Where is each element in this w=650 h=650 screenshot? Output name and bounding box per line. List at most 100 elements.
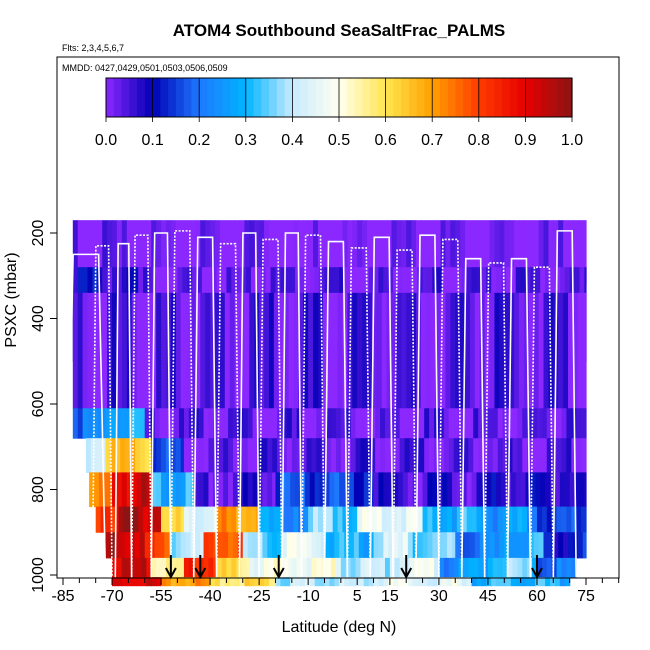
heatmap-cell <box>170 577 177 587</box>
x-axis: -85 -70 -55 -40 -25 -10 5 15 30 45 60 75 <box>51 577 620 605</box>
heatmap-cell <box>582 220 587 285</box>
heatmap-cell <box>347 506 353 533</box>
heatmap-cell <box>146 577 152 587</box>
heatmap-cell <box>520 577 527 587</box>
colorbar-swatch <box>509 78 519 117</box>
heatmap-cell <box>288 292 295 409</box>
heatmap-cell <box>249 577 255 587</box>
heatmap-cell <box>161 220 167 285</box>
heatmap-cell <box>272 408 278 439</box>
heatmap-cell <box>326 408 332 439</box>
heatmap-cell <box>484 292 491 409</box>
heatmap-cell <box>185 292 192 409</box>
heatmap-cell <box>518 220 525 285</box>
heatmap-cell <box>121 557 128 578</box>
heatmap-cell <box>476 506 482 533</box>
colorbar-swatch <box>447 78 457 117</box>
heatmap-cell <box>154 408 161 439</box>
heatmap-cell <box>112 577 118 587</box>
heatmap-cell <box>277 532 283 559</box>
heatmap-cell <box>483 438 489 473</box>
heatmap-cell <box>494 220 500 285</box>
heatmap-cell <box>375 408 381 439</box>
heatmap-cell <box>247 438 254 473</box>
heatmap-cell <box>514 532 520 559</box>
heatmap-cell <box>259 292 265 409</box>
heatmap-cell <box>484 220 491 285</box>
heatmap-cell <box>296 557 303 578</box>
colorbar-swatch <box>533 78 542 117</box>
heatmap-cell <box>125 532 131 559</box>
heatmap-cell <box>455 292 461 409</box>
heatmap-cell <box>435 220 442 285</box>
heatmap-cell <box>244 577 250 587</box>
heatmap-cell <box>442 472 448 508</box>
heatmap-cell <box>566 557 572 578</box>
heatmap-cell <box>358 472 365 508</box>
heatmap-cell <box>561 506 567 533</box>
heatmap-cell <box>427 577 433 587</box>
heatmap-cell <box>424 557 430 578</box>
heatmap-cell <box>283 292 290 409</box>
heatmap-cell <box>563 220 569 285</box>
heatmap-cell <box>208 557 214 578</box>
flight-profile-line <box>415 234 440 578</box>
heatmap-cell <box>254 220 260 285</box>
heatmap-cell <box>308 292 314 409</box>
heatmap-cell <box>553 532 559 559</box>
heatmap-cell <box>486 506 489 533</box>
heatmap-cell <box>322 220 329 285</box>
heatmap-cell <box>350 557 357 578</box>
heatmap-cell <box>536 557 543 578</box>
heatmap-cell <box>311 557 317 578</box>
heatmap-cell <box>285 577 291 587</box>
heatmap-cell <box>432 506 438 533</box>
heatmap-cell <box>563 292 569 409</box>
heatmap-cell <box>548 220 554 285</box>
heatmap-cell <box>502 408 509 439</box>
heatmap-cell <box>183 438 190 473</box>
heatmap-cell <box>216 557 223 578</box>
heatmap-cell <box>306 557 313 578</box>
heatmap-cell <box>507 506 514 533</box>
heatmap-cell <box>92 292 98 409</box>
heatmap-cell <box>144 532 151 559</box>
heatmap-cell <box>350 438 357 473</box>
colorbar-tick-label: 0.5 <box>328 132 350 149</box>
heatmap-cell <box>327 220 334 285</box>
heatmap-cell <box>193 506 200 533</box>
heatmap-cell <box>151 438 157 473</box>
heatmap-cell <box>175 577 182 587</box>
heatmap-cell <box>224 292 231 409</box>
heatmap-cell <box>576 408 582 439</box>
colorbar-swatch <box>253 78 262 117</box>
heatmap-cell <box>411 506 417 533</box>
heatmap-cell <box>393 532 399 559</box>
heatmap-cell <box>389 438 396 473</box>
heatmap-cell <box>541 506 548 533</box>
colorbar-swatch <box>385 78 394 117</box>
heatmap-cell <box>332 220 339 285</box>
heatmap-cell <box>370 438 376 473</box>
heatmap-cell <box>569 472 576 508</box>
heatmap-cell <box>479 220 486 285</box>
heatmap-cell <box>564 577 571 587</box>
heatmap-cell <box>144 408 151 439</box>
heatmap-cell <box>159 408 165 439</box>
heatmap-cell <box>489 292 496 409</box>
heatmap-cell <box>102 292 108 409</box>
heatmap-cell <box>77 220 84 285</box>
heatmap-cell <box>540 577 546 587</box>
colorbar-swatch <box>471 78 480 117</box>
heatmap-cell <box>169 408 175 439</box>
heatmap-cell <box>205 577 211 587</box>
heatmap-cell <box>491 577 497 587</box>
heatmap-cell <box>232 438 239 473</box>
heatmap-cell <box>456 472 463 508</box>
heatmap-cell <box>559 472 566 508</box>
heatmap-cell <box>125 408 131 439</box>
heatmap-cell <box>332 292 339 409</box>
heatmap-cell <box>126 472 133 508</box>
heatmap-cell <box>131 557 138 578</box>
heatmap-cell <box>157 506 162 533</box>
